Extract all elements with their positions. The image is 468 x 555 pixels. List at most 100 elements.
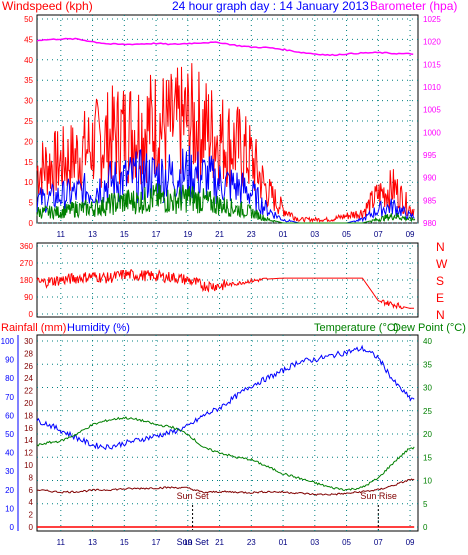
windspeed-tick-label: 0: [29, 219, 34, 228]
temperature-axis-label: Temperature (°C): [314, 322, 398, 334]
wind-direction-series: [36, 269, 414, 310]
windspeed-tick-label: 45: [24, 35, 33, 44]
windspeed-tick-label: 30: [24, 97, 33, 106]
humidity-tick-label: 0: [29, 523, 34, 532]
wind-series: [36, 37, 416, 224]
barometer-tick-label: 990: [423, 174, 437, 183]
time-tick-label: 05: [342, 230, 351, 239]
chart-title: 24 hour graph day : 14 January 2013: [172, 0, 369, 13]
humidity-tick-label: 10: [24, 461, 33, 470]
windspeed-tick-label: 35: [24, 76, 33, 85]
barometer-tick-label: 980: [423, 219, 437, 228]
time-tick-label: 01: [279, 538, 288, 547]
barometer-tick-label: 1020: [423, 38, 441, 47]
windspeed-tick-label: 10: [24, 178, 33, 187]
time-tick-label: 09: [406, 230, 415, 239]
time-tick-label: 13: [88, 538, 97, 547]
windspeed-ticks: 0 5 10 15 20 25 30 35 40 45 50: [24, 15, 33, 228]
windspeed-tick-label: 20: [24, 137, 33, 146]
sunset-label: Sun Set: [177, 491, 210, 501]
temperature-tick-label: 20: [423, 430, 432, 439]
humidity-tick-label: 28: [24, 349, 33, 358]
rainfall-tick-label: 40: [5, 449, 14, 458]
time-tick-label: 23: [247, 230, 256, 239]
time-tick-label: 13: [88, 230, 97, 239]
compass-letter: S: [436, 274, 444, 288]
time-tick-label: 21: [215, 230, 224, 239]
humidity-tick-label: 2: [29, 511, 34, 520]
rainfall-tick-label: 20: [5, 486, 14, 495]
wind-grid: [37, 15, 418, 224]
compass-letter: N: [436, 308, 445, 322]
humidity-tick-label: 30: [24, 337, 33, 346]
time-tick-label: 15: [120, 230, 129, 239]
time-tick-label: 11: [57, 230, 66, 239]
time-tick-label: 07: [374, 230, 383, 239]
rainfall-tick-label: 70: [5, 393, 14, 402]
temperature-ticks: 0 5 10 15 20 25 30 35 40: [423, 337, 432, 532]
sunset-bottom-label: Sun Set: [177, 537, 210, 547]
time-tick-label: 09: [406, 538, 415, 547]
time-tick-label: 11: [57, 538, 66, 547]
windspeed-tick-label: 40: [24, 56, 33, 65]
rainfall-tick-label: 100: [1, 337, 15, 346]
humidity-tick-label: 16: [24, 424, 33, 433]
wind-panel-frame: [36, 14, 419, 224]
temp-series: [36, 344, 415, 528]
time-tick-label: 21: [215, 538, 224, 547]
dewpoint-axis-label: Dew Point (°C): [393, 322, 466, 334]
direction-grid: [37, 243, 418, 317]
rainfall-tick-label: 90: [5, 356, 14, 365]
windspeed-tick-label: 25: [24, 117, 33, 126]
dew-point-series: [36, 478, 415, 496]
wind-low-series: [36, 183, 416, 224]
windspeed-axis-label: Windspeed (kph): [2, 0, 93, 13]
time-tick-label: 01: [279, 230, 288, 239]
time-tick-label: 15: [120, 538, 129, 547]
rainfall-tick-label: 10: [5, 504, 14, 513]
time-tick-label: 19: [183, 230, 192, 239]
temp-panel-frame: [36, 334, 419, 532]
barometer-tick-label: 1015: [423, 60, 441, 69]
compass-letter: E: [436, 291, 444, 305]
temperature-tick-label: 30: [423, 384, 432, 393]
barometer-tick-label: 1025: [423, 15, 441, 24]
temperature-tick-label: 15: [423, 453, 432, 462]
direction-tick-label: 0: [29, 310, 34, 319]
rainfall-tick-label: 60: [5, 411, 14, 420]
temperature-series: [36, 416, 415, 492]
barometer-tick-label: 1010: [423, 83, 441, 92]
barometer-ticks: 980 985 990 995 1000 1005 1010 1015 1020 1025: [423, 15, 441, 228]
direction-tick-label: 90: [24, 293, 33, 302]
windspeed-tick-label: 5: [29, 199, 34, 208]
rainfall-ticks: 0 10 20 30 40 50 60 70 80 90 100: [1, 335, 19, 532]
temperature-tick-label: 0: [423, 523, 428, 532]
temp-time-ticks: 11 13 15 17 19 21 23 01 03 05 07 09: [57, 538, 415, 547]
time-tick-label: 17: [152, 230, 161, 239]
time-tick-label: 17: [152, 538, 161, 547]
barometer-axis-label: Barometer (hpa): [370, 0, 457, 13]
rainfall-tick-label: 0: [10, 523, 15, 532]
temperature-tick-label: 5: [423, 500, 428, 509]
humidity-tick-label: 4: [29, 498, 34, 507]
humidity-series: [36, 344, 415, 451]
humidity-tick-label: 24: [24, 374, 33, 383]
wind-gust-series: [36, 63, 415, 223]
temperature-tick-label: 25: [423, 407, 432, 416]
humidity-axis-label: Humidity (%): [67, 322, 130, 334]
temperature-tick-label: 40: [423, 337, 432, 346]
barometer-series: [36, 37, 414, 57]
humidity-tick-label: 12: [24, 449, 33, 458]
humidity-tick-label: 18: [24, 411, 33, 420]
time-tick-label: 19: [183, 538, 192, 547]
direction-series: [36, 269, 414, 310]
windspeed-tick-label: 15: [24, 158, 33, 167]
humidity-tick-label: 6: [29, 486, 34, 495]
wind-average-series: [36, 145, 415, 224]
direction-tick-label: 360: [20, 242, 34, 251]
time-tick-label: 05: [342, 538, 351, 547]
rainfall-tick-label: 50: [5, 430, 14, 439]
time-tick-label: 23: [247, 538, 256, 547]
humidity-tick-label: 20: [24, 399, 33, 408]
